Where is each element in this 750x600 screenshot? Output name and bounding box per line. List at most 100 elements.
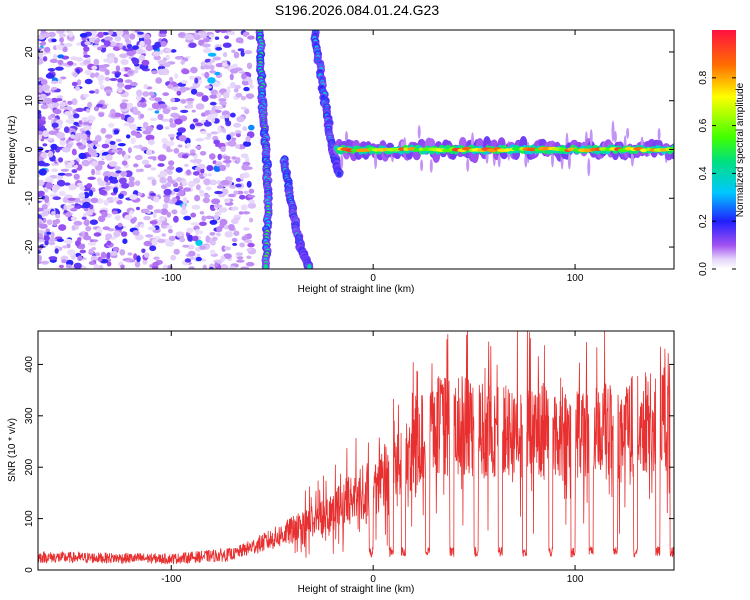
noise-blob [83, 125, 92, 131]
noise-blob [112, 210, 118, 215]
y-tick-label: 200 [24, 458, 35, 475]
noise-blob [100, 46, 107, 53]
noise-blob [241, 73, 247, 80]
noise-blob [171, 209, 178, 215]
noise-blob [244, 108, 250, 115]
band-peak [640, 148, 648, 153]
noise-blob [246, 180, 252, 188]
noise-blob [247, 194, 256, 198]
noise-blob [62, 46, 68, 53]
band-halo [412, 150, 421, 161]
x-tick-label: -100 [161, 273, 181, 284]
band-spike [589, 129, 593, 146]
noise-blob [82, 201, 91, 209]
noise-blob [38, 223, 48, 229]
noise-blob [196, 184, 201, 191]
spectrogram-x-axis-label: Height of straight line (km) [298, 284, 415, 295]
noise-blob [201, 215, 207, 222]
noise-blob [187, 234, 194, 242]
noise-blob [73, 220, 83, 226]
noise-blob [62, 245, 68, 249]
noise-blob [157, 113, 164, 121]
noise-blob [65, 212, 72, 218]
noise-blob [71, 169, 78, 174]
noise-blob [143, 84, 148, 90]
noise-blob [163, 62, 171, 68]
noise-blob [100, 127, 107, 134]
noise-blob [186, 142, 191, 149]
noise-blob [188, 42, 197, 48]
noise-blob [75, 107, 85, 112]
noise-blob [159, 170, 168, 178]
noise-blob [105, 134, 113, 139]
noise-blob [218, 194, 226, 198]
band-peak [413, 148, 421, 152]
noise-blob [130, 137, 136, 145]
noise-blob [185, 98, 195, 102]
noise-blob [126, 134, 131, 139]
noise-blob [173, 188, 180, 193]
noise-blob [127, 147, 132, 154]
noise-blob [162, 92, 169, 96]
y-tick-label: 0 [24, 567, 35, 573]
noise-blob [124, 84, 132, 90]
noise-blob [50, 143, 58, 150]
noise-blob [51, 86, 58, 91]
noise-blob [73, 121, 79, 126]
noise-blob [243, 227, 250, 231]
noise-blob [40, 104, 49, 110]
noise-blob [164, 126, 170, 130]
snr-y-axis-label: SNR (10 * v/v) [7, 418, 18, 482]
noise-blob [171, 197, 178, 203]
noise-blob [189, 75, 195, 80]
noise-blob [162, 203, 169, 210]
noise-blob [100, 251, 107, 259]
noise-blob [152, 51, 161, 57]
noise-blob [189, 256, 195, 260]
noise-blob [243, 50, 253, 55]
noise-blob [219, 218, 228, 226]
noise-blob [229, 265, 236, 269]
noise-blob [233, 122, 242, 128]
noise-blob [79, 33, 88, 38]
noise-blob [167, 133, 176, 138]
noise-blob [88, 119, 94, 124]
noise-blob [193, 177, 201, 184]
noise-blob [71, 225, 76, 231]
y-tick-label: 20 [24, 46, 35, 58]
noise-blob [148, 139, 155, 145]
noise-blob [47, 68, 56, 72]
noise-blob [151, 179, 157, 186]
noise-blob [224, 231, 233, 238]
noise-blob [98, 112, 105, 117]
noise-blob [204, 58, 212, 64]
noise-blob [181, 69, 190, 75]
noise-blob [105, 56, 115, 64]
noise-blob [209, 219, 218, 225]
noise-blob [127, 252, 133, 256]
noise-blob [170, 112, 180, 118]
noise-blob [129, 259, 136, 263]
noise-blob [187, 180, 196, 188]
noise-blob [133, 145, 142, 149]
noise-blob [239, 173, 244, 180]
noise-blob [220, 255, 226, 263]
band-spike [611, 120, 615, 142]
noise-blob [63, 182, 71, 186]
noise-blob [182, 196, 188, 204]
noise-blob [179, 237, 186, 243]
noise-blob [203, 121, 212, 127]
noise-blob [233, 51, 240, 59]
noise-blob [111, 148, 119, 153]
noise-blob [198, 221, 207, 226]
noise-blob [115, 65, 121, 72]
noise-blob [178, 33, 186, 37]
noise-blob [48, 256, 58, 261]
colorbar: 0.0 0.2 0.4 0.6 0.8 Normalized spectral ampl… [698, 30, 746, 276]
noise-blob [114, 166, 121, 171]
noise-blob [244, 239, 253, 244]
noise-blob [57, 54, 65, 59]
noise-blob [138, 54, 145, 61]
noise-blob [45, 182, 53, 190]
